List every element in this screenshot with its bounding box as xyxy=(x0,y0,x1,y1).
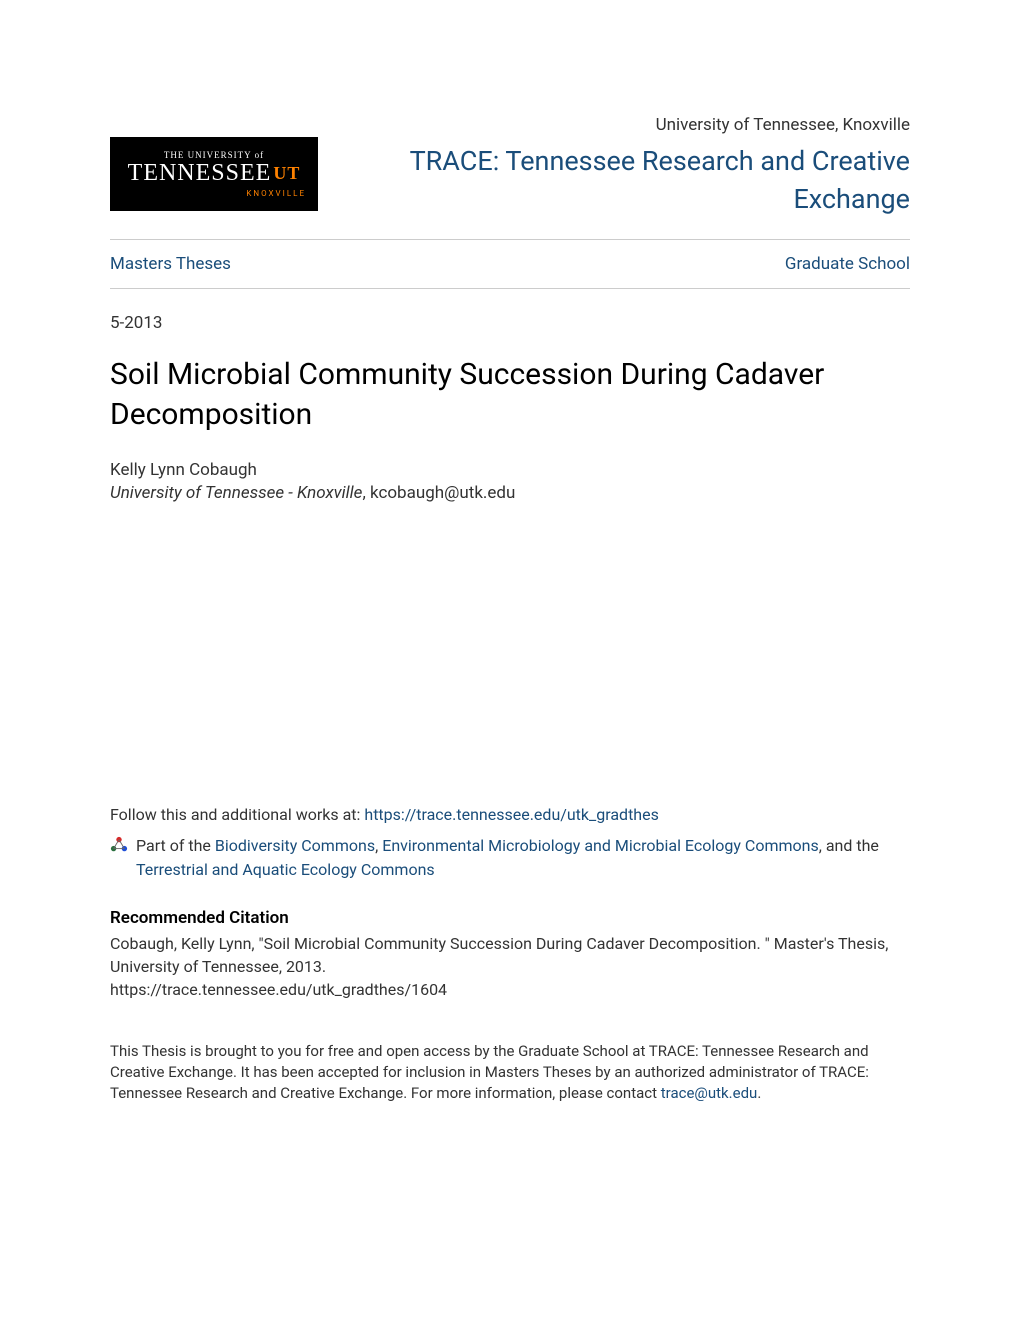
author-affiliation-institution: University of Tennessee - Knoxville xyxy=(110,483,362,503)
content-spacer xyxy=(110,505,910,805)
header-section: THE UNIVERSITY of TENNESSEEUT KNOXVILLE … xyxy=(110,115,910,219)
follow-link[interactable]: https://trace.tennessee.edu/utk_gradthes xyxy=(364,805,658,824)
logo-main-text: TENNESSEE xyxy=(128,160,272,187)
trace-title-link[interactable]: TRACE: Tennessee Research and Creative E… xyxy=(348,143,910,219)
follow-prefix: Follow this and additional works at: xyxy=(110,805,364,824)
part-of-text: Part of the Biodiversity Commons, Enviro… xyxy=(136,834,910,882)
footer-text: This Thesis is brought to you for free a… xyxy=(110,1041,910,1104)
logo-line2: TENNESSEEUT xyxy=(128,160,301,187)
breadcrumb-nav: Masters Theses Graduate School xyxy=(110,254,910,274)
part-of-sep2: , and the xyxy=(819,836,879,855)
follow-works-text: Follow this and additional works at: htt… xyxy=(110,805,910,824)
header-text-block: University of Tennessee, Knoxville TRACE… xyxy=(348,115,910,219)
citation-heading: Recommended Citation xyxy=(110,908,910,928)
citation-text: Cobaugh, Kelly Lynn, "Soil Microbial Com… xyxy=(110,932,910,1002)
author-email: , kcobaugh@utk.edu xyxy=(362,483,515,503)
footer-email-link[interactable]: trace@utk.edu xyxy=(661,1084,758,1102)
commons-link-biodiversity[interactable]: Biodiversity Commons xyxy=(215,836,375,855)
logo-line3: KNOXVILLE xyxy=(246,189,306,198)
commons-link-ecology[interactable]: Terrestrial and Aquatic Ecology Commons xyxy=(136,860,435,879)
part-of-commons: Part of the Biodiversity Commons, Enviro… xyxy=(110,834,910,882)
commons-link-microbiology[interactable]: Environmental Microbiology and Microbial… xyxy=(382,836,819,855)
masters-theses-link[interactable]: Masters Theses xyxy=(110,254,231,274)
university-name: University of Tennessee, Knoxville xyxy=(348,115,910,135)
publication-date: 5-2013 xyxy=(110,313,910,333)
part-of-prefix: Part of the xyxy=(136,836,215,855)
author-affiliation: University of Tennessee - Knoxville, kco… xyxy=(110,483,910,503)
thesis-title: Soil Microbial Community Succession Duri… xyxy=(110,355,910,436)
footer-suffix: . xyxy=(757,1084,761,1102)
divider-bottom xyxy=(110,288,910,289)
graduate-school-link[interactable]: Graduate School xyxy=(785,254,910,274)
divider-top xyxy=(110,239,910,240)
author-name: Kelly Lynn Cobaugh xyxy=(110,460,910,480)
university-logo[interactable]: THE UNIVERSITY of TENNESSEEUT KNOXVILLE xyxy=(110,137,318,211)
logo-ut-suffix: UT xyxy=(273,163,300,184)
network-icon xyxy=(110,836,128,854)
logo-line1: THE UNIVERSITY of xyxy=(164,150,264,160)
